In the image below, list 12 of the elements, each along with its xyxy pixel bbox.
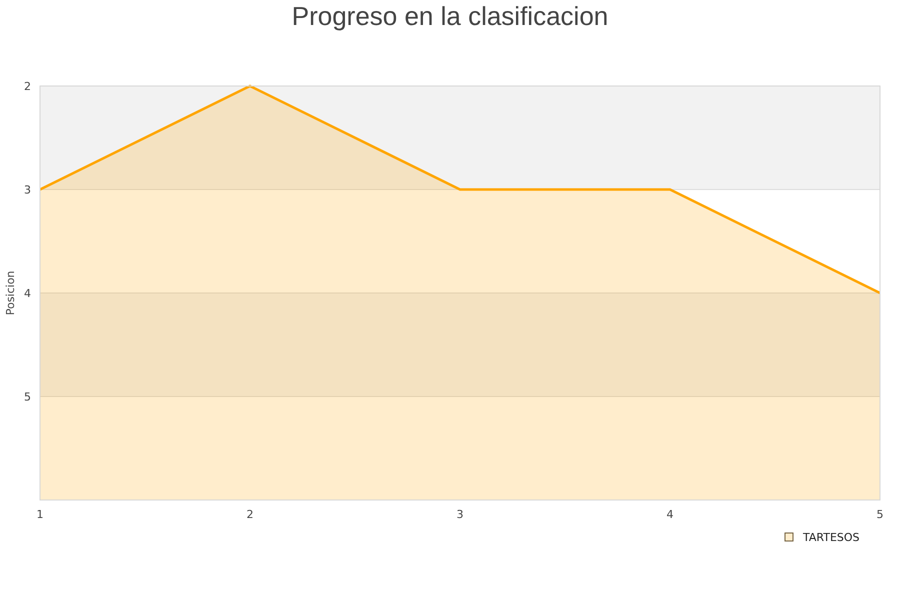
x-tick-label: 3 [456,508,464,521]
x-tick-label: 2 [246,508,254,521]
x-tick-label: 1 [36,508,44,521]
legend-label: TARTESOS [802,530,860,544]
x-tick-label: 5 [876,508,884,521]
y-axis-title: Posicion [4,270,17,316]
y-tick-label: 2 [24,80,31,93]
y-tick-label: 4 [24,286,31,300]
chart-title: Progreso en la clasificacion [292,1,608,31]
x-tick-label: 4 [666,508,674,521]
y-tick-label: 5 [24,390,31,404]
y-tick-label: 3 [24,183,31,196]
